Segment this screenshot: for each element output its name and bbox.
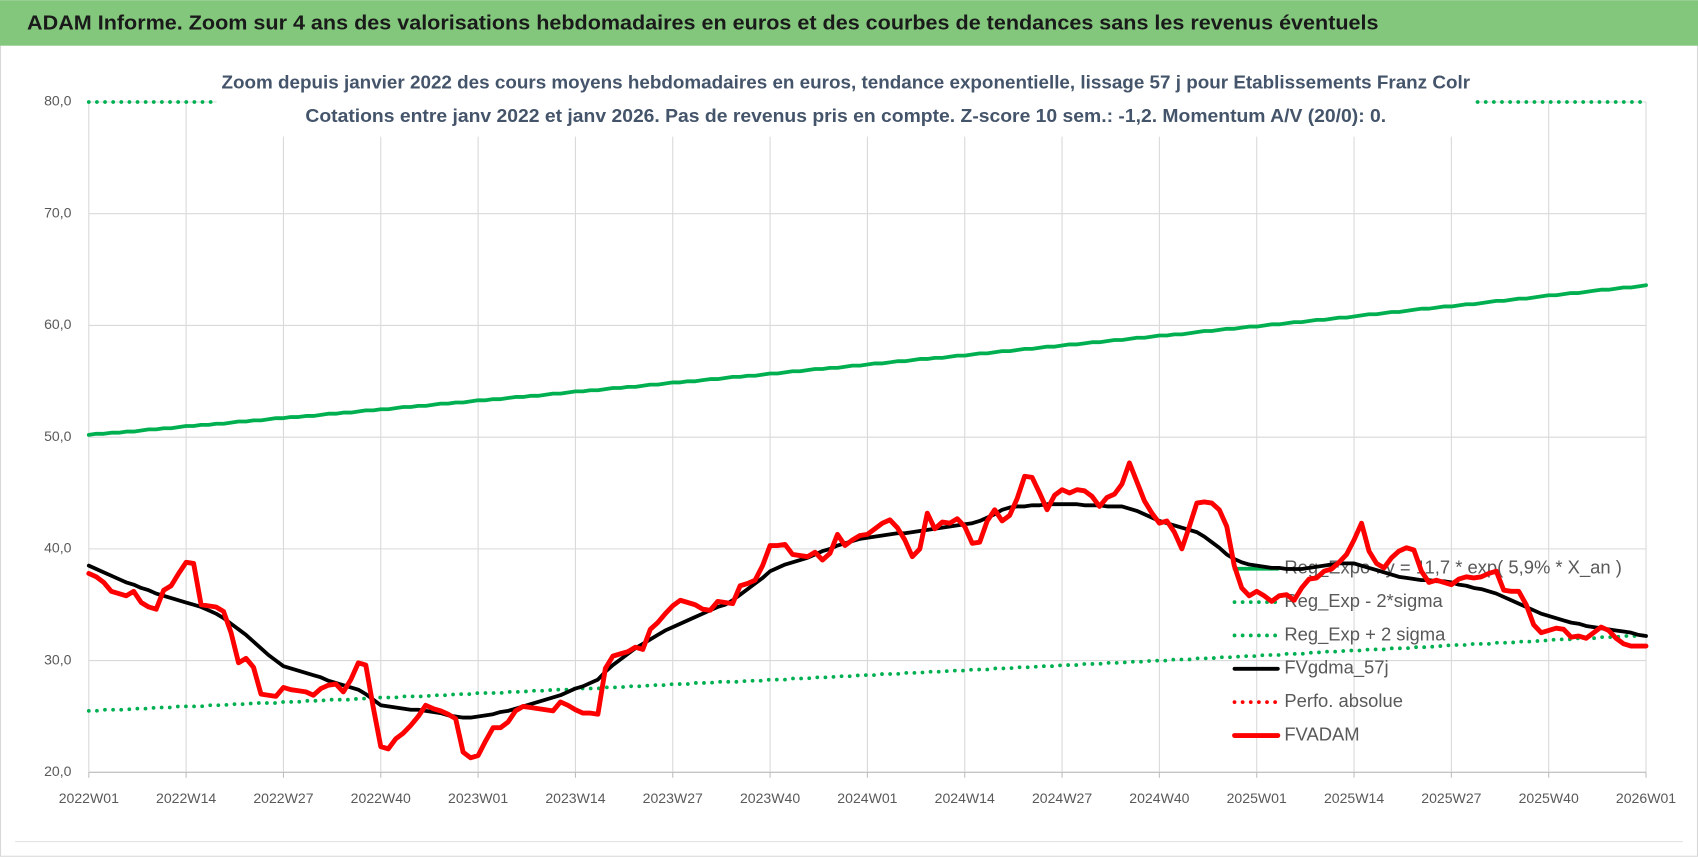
x-tick-label: 2024W40 xyxy=(1129,790,1189,806)
series-line xyxy=(86,633,1648,713)
x-tick-label: 2025W40 xyxy=(1519,790,1579,806)
legend-label: FVADAM xyxy=(1284,723,1359,744)
legend-label: FVgdma_57j xyxy=(1284,657,1388,679)
x-tick-label: 2024W27 xyxy=(1032,790,1092,806)
x-tick-label: 2025W27 xyxy=(1421,790,1481,806)
header-bar xyxy=(0,0,1698,46)
x-tick-label: 2024W01 xyxy=(837,790,897,806)
x-tick-label: 2023W14 xyxy=(545,790,605,806)
x-tick-label: 2026W01 xyxy=(1616,790,1676,806)
x-tick-label: 2022W40 xyxy=(351,790,411,806)
chart-title: Zoom depuis janvier 2022 des cours moyen… xyxy=(221,71,1470,92)
x-tick-label: 2025W01 xyxy=(1227,790,1287,806)
y-tick-label: 60,0 xyxy=(44,316,72,332)
x-tick-label: 2025W14 xyxy=(1324,790,1384,806)
title-box xyxy=(216,65,1475,137)
y-tick-label: 30,0 xyxy=(44,651,72,667)
y-tick-label: 20,0 xyxy=(44,763,72,779)
series-line xyxy=(86,460,1649,761)
x-tick-label: 2023W40 xyxy=(740,790,800,806)
x-tick-label: 2024W14 xyxy=(935,790,995,806)
y-tick-label: 50,0 xyxy=(44,428,72,444)
chart-subtitle: Cotations entre janv 2022 et janv 2026. … xyxy=(305,105,1386,126)
x-tick-label: 2023W27 xyxy=(643,790,703,806)
y-tick-label: 70,0 xyxy=(44,204,72,220)
x-tick-label: 2022W01 xyxy=(59,790,119,806)
legend: Reg_Expo : y = 11,7 * exp( 5,9% * X_an )… xyxy=(1232,557,1622,744)
legend-label: Reg_Expo : y = 11,7 * exp( 5,9% * X_an ) xyxy=(1284,557,1622,579)
legend-label: Reg_Exp + 2 sigma xyxy=(1284,623,1446,645)
x-tick-label: 2023W01 xyxy=(448,790,508,806)
legend-label: Perfo. absolue xyxy=(1284,690,1403,711)
x-tick-label: 2022W14 xyxy=(156,790,216,806)
y-tick-label: 80,0 xyxy=(44,93,72,109)
legend-label: Reg_Exp - 2*sigma xyxy=(1284,590,1443,612)
x-tick-label: 2022W27 xyxy=(253,790,313,806)
series-line xyxy=(86,283,1648,437)
y-tick-label: 40,0 xyxy=(44,540,72,556)
header-title: ADAM Informe. Zoom sur 4 ans des valoris… xyxy=(27,11,1378,34)
